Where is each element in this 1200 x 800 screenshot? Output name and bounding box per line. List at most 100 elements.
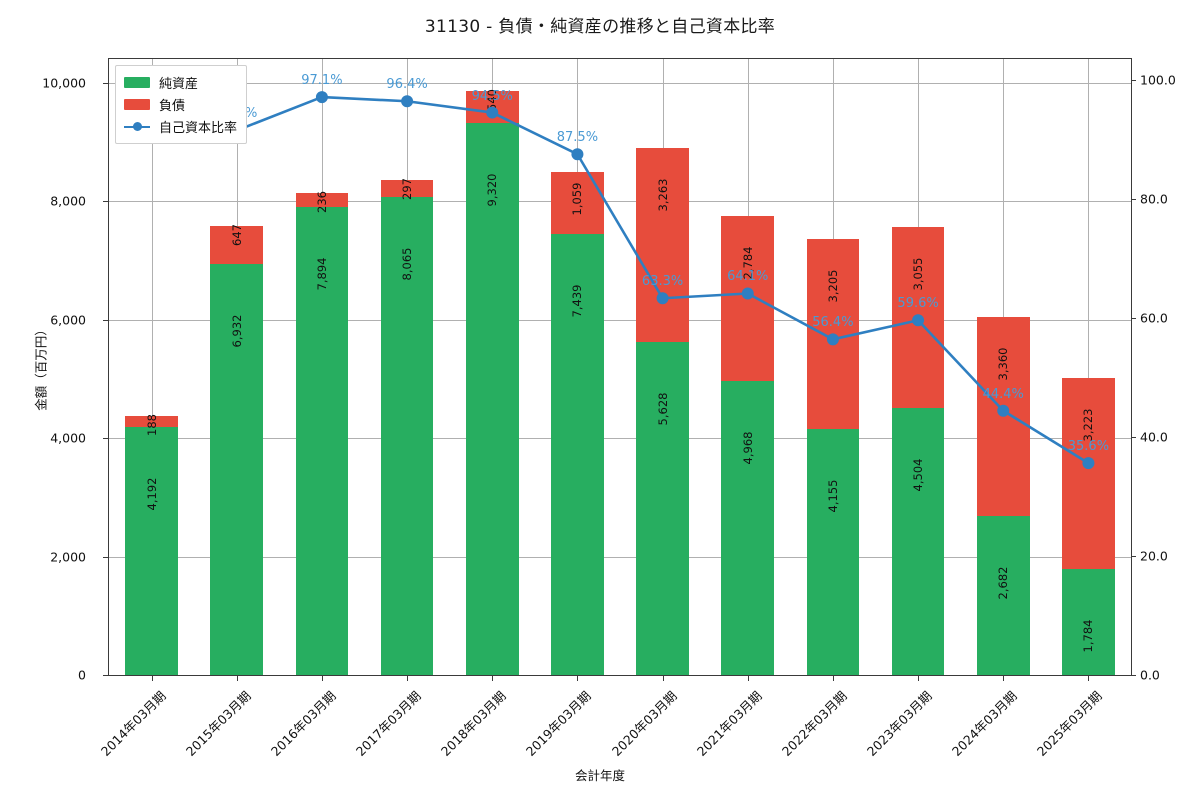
equity-ratio-point[interactable] (826, 333, 839, 346)
bar-segment-equity[interactable]: 4,504 (891, 408, 945, 675)
equity-ratio-line (151, 95, 1090, 465)
equity-ratio-point[interactable] (656, 292, 669, 305)
x-axis-tick-mark (236, 676, 238, 681)
x-axis-tick-mark (1003, 676, 1005, 681)
bar-group[interactable]: 4,192 188 (125, 59, 178, 675)
bar-group[interactable]: 6,932 647 (210, 59, 264, 675)
bar-segment-equity[interactable]: 9,320 (465, 122, 519, 675)
legend-label-equity: 純資産 (159, 76, 199, 92)
gridline (109, 556, 1131, 558)
bar-group[interactable]: 7,894 236 (295, 59, 349, 675)
equity-ratio-point-label: 64.1% (727, 269, 769, 285)
y-axis-right-tick-mark (1131, 675, 1136, 676)
bar-group[interactable]: 1,784 3,223 (1062, 59, 1115, 675)
legend-swatch-liabilities (124, 98, 150, 110)
y-axis-right-tick-label: 60.0 (1140, 310, 1168, 326)
equity-ratio-point-label: 63.3% (641, 274, 684, 290)
y-axis-left-tick-label: 6,000 (50, 312, 86, 328)
equity-ratio-point[interactable] (997, 404, 1010, 417)
legend-item-equity-ratio: 自己資本比率 (124, 115, 237, 137)
x-axis-tick-mark (407, 676, 409, 681)
bar-segment-liabilities[interactable]: 188 (125, 414, 178, 436)
legend-swatch-equity (124, 76, 150, 88)
equity-ratio-point[interactable] (315, 91, 328, 104)
bar-segment-equity[interactable]: 1,784 (1062, 569, 1115, 675)
x-axis-tick-label: 2023年03月期 (863, 688, 935, 759)
y-axis-left-tick-label: 0 (78, 667, 86, 683)
y-axis-right-tick-label: 100.0 (1140, 72, 1176, 88)
chart-title: 31130 - 負債・純資産の推移と自己資本比率 (424, 17, 776, 37)
x-axis-tick-label: 2024年03月期 (949, 688, 1020, 759)
bar-segment-equity[interactable]: 8,065 (380, 197, 434, 675)
vertical-gridline (1088, 59, 1090, 675)
bar-group[interactable]: 4,155 3,205 (806, 59, 860, 675)
gridline (109, 319, 1131, 321)
bar-segment-equity[interactable]: 5,628 (636, 341, 689, 675)
y-axis-left-tick-label: 4,000 (50, 430, 86, 446)
x-axis-tick-mark (662, 676, 664, 681)
legend-label-equity-ratio: 自己資本比率 (159, 120, 238, 136)
y-axis-right-tick-mark (1131, 79, 1136, 81)
x-axis-label: 会計年度 (574, 768, 625, 783)
equity-ratio-point[interactable] (1082, 457, 1095, 470)
ratio-line-series (145, 91, 1095, 470)
bar-segment-liabilities[interactable]: 3,263 (636, 148, 689, 342)
bar-segment-equity[interactable]: 7,439 (551, 234, 604, 675)
y-axis-left-tick-mark (103, 556, 108, 558)
bar-group[interactable]: 9,320 540 (465, 59, 519, 675)
plot-inner: 4,192 188 6,932 647 7,894 236 8,065 297 9,320 540… (109, 59, 1131, 675)
equity-ratio-point[interactable] (571, 148, 584, 161)
x-axis-tick-label: 2016年03月期 (267, 688, 339, 759)
equity-ratio-point[interactable] (741, 287, 754, 300)
legend-item-liabilities: 負債 (124, 93, 237, 115)
y-axis-right-tick-label: 80.0 (1140, 191, 1168, 207)
x-axis-tick-mark (1088, 676, 1090, 681)
x-axis-tick-label: 2014年03月期 (97, 688, 169, 759)
bar-group[interactable]: 8,065 297 (380, 59, 434, 675)
x-axis-tick-mark (747, 676, 749, 681)
y-axis-right-tick-label: 20.0 (1140, 548, 1168, 564)
bar-segment-equity[interactable]: 4,192 (125, 426, 178, 675)
y-axis-left-tick-label: 8,000 (50, 193, 86, 209)
y-axis-right-tick-mark (1131, 317, 1136, 319)
bar-segment-liabilities[interactable]: 647 (210, 224, 264, 265)
equity-ratio-point[interactable] (912, 314, 925, 327)
bar-group[interactable]: 4,968 2,784 (721, 59, 775, 675)
equity-ratio-point[interactable] (486, 106, 499, 119)
bar-segment-liabilities[interactable]: 3,223 (1062, 378, 1115, 570)
bar-group[interactable]: 7,439 1,059 (551, 59, 604, 675)
x-axis-tick-label: 2020年03月期 (608, 688, 680, 759)
y-axis-right-tick-label: 40.0 (1140, 429, 1168, 445)
bar-segment-equity[interactable]: 4,968 (721, 380, 775, 675)
equity-ratio-point[interactable] (401, 95, 414, 108)
bar-segment-equity[interactable]: 4,155 (806, 428, 860, 675)
y-axis-left-tick-mark (103, 201, 108, 203)
equity-ratio-point-label: 97.1% (301, 73, 343, 89)
x-axis-tick-label: 2025年03月期 (1034, 688, 1106, 759)
x-axis-tick-label: 2021年03月期 (693, 688, 765, 759)
bar-segment-equity[interactable]: 7,894 (295, 207, 349, 675)
equity-ratio-point-label: 44.4% (982, 386, 1024, 402)
x-axis-tick-mark (321, 676, 323, 681)
x-axis-tick-mark (577, 676, 579, 681)
bar-segment-liabilities[interactable]: 297 (380, 178, 434, 200)
x-axis-tick-label: 2019年03月期 (523, 688, 595, 759)
plot-area: 4,192 188 6,932 647 7,894 236 8,065 297 9,320 540… (108, 58, 1132, 676)
equity-ratio-point-label: 59.6% (897, 296, 939, 312)
x-axis-tick-label: 2015年03月期 (182, 688, 254, 759)
bar-segment-liabilities[interactable]: 236 (295, 191, 349, 213)
y-axis-right-tick-mark (1131, 436, 1136, 438)
legend-label-liabilities: 負債 (159, 98, 186, 114)
equity-ratio-point-label: 87.5% (556, 130, 599, 146)
bar-segment-equity[interactable]: 6,932 (210, 264, 264, 675)
legend-line-equity-ratio (124, 121, 150, 132)
bar-group[interactable]: 5,628 3,263 (636, 59, 689, 675)
gridline (109, 201, 1131, 203)
bar-segment-equity[interactable]: 2,682 (976, 516, 1030, 675)
x-axis-tick-label: 2018年03月期 (438, 688, 509, 759)
equity-ratio-point-label: 35.6% (1067, 439, 1110, 455)
y-axis-left-tick-mark (103, 319, 108, 321)
x-axis-tick-label: 2022年03月期 (778, 688, 850, 759)
y-axis-right-tick-label: 0.0 (1140, 667, 1160, 683)
